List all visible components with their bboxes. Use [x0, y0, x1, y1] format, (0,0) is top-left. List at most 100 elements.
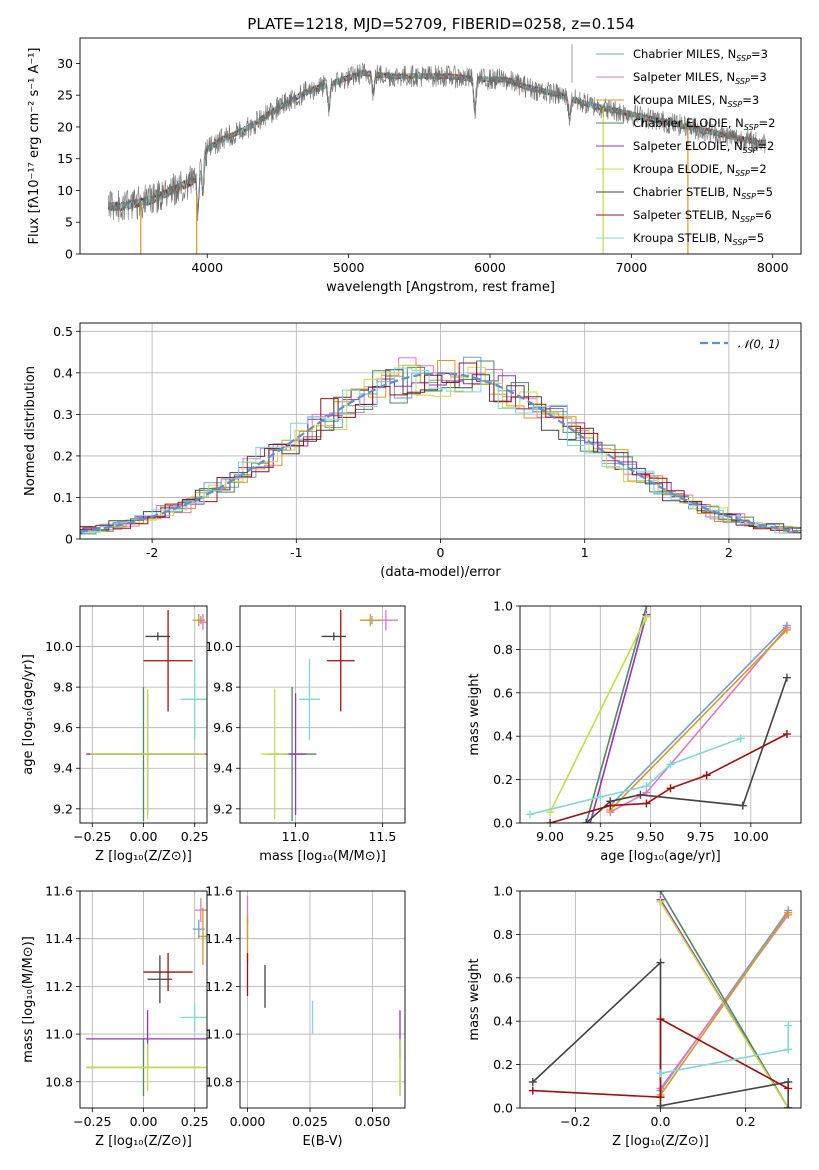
x-tick-label: 8000: [757, 260, 789, 275]
x-tick-label: 0.00: [130, 829, 158, 844]
legend-name: Kroupa STELIB, N: [633, 231, 733, 245]
weight-point-SS: [782, 730, 791, 739]
axes-frame: [519, 605, 802, 824]
y-tick-label: 10.8: [45, 1074, 73, 1089]
y-tick-label: 0.1: [53, 490, 73, 505]
weight-point-SS: [528, 1086, 537, 1095]
x-axis-label: (data-model)/error: [380, 565, 501, 580]
legend-name: Salpeter STELIB, N: [633, 208, 740, 222]
y-axis-label: Normed distribution: [23, 366, 38, 496]
x-tick-label: −0.2: [560, 1114, 590, 1129]
x-axis-label: Z [log₁₀(Z/Z⊙)]: [95, 849, 192, 864]
y-tick-label: 10: [57, 183, 73, 198]
x-tick-label: 0.25: [181, 1114, 209, 1129]
x-tick-label: 0.0: [651, 1114, 671, 1129]
y-tick-label: 1.0: [493, 884, 513, 899]
plot-area: [240, 606, 405, 823]
axes-frame: [79, 890, 208, 1109]
legend-name: Chabrier STELIB, N: [633, 185, 741, 199]
plot-area: [80, 606, 207, 823]
y-axis-label: age [log₁₀(age/yr)]: [21, 654, 36, 775]
legend-sub: SSP: [743, 146, 758, 155]
axes-frame: [519, 890, 802, 1109]
weight-point-CE: [642, 606, 651, 610]
y-tick-label: 0.2: [53, 448, 73, 463]
y-tick-label: 10.0: [205, 639, 233, 654]
y-tick-label: 0.4: [493, 1014, 513, 1029]
legend-tail: =3: [742, 93, 759, 107]
y-tick-label: 0.0: [493, 1101, 513, 1116]
weight-line-SS: [532, 1017, 789, 1099]
y-tick-label: 11.2: [205, 979, 233, 994]
legend-sub: SSP: [740, 215, 755, 224]
x-tick-label: 0.00: [130, 1114, 158, 1129]
y-tick-label: 0.4: [493, 729, 513, 744]
weight-point-CS: [656, 1101, 665, 1108]
legend-sub: SSP: [728, 100, 743, 109]
weight-point-SS: [666, 784, 675, 793]
weight-point-KS: [526, 810, 535, 819]
legend-label-CE: Chabrier ELODIE, NSSP=2: [633, 116, 775, 132]
x-tick-label: 6000: [474, 260, 506, 275]
legend-name: Chabrier MILES, N: [633, 47, 736, 61]
y-tick-label: 9.8: [53, 680, 73, 695]
x-tick-label: 4000: [191, 260, 223, 275]
weight-point-KS: [596, 792, 605, 801]
legend-tail: =2: [750, 162, 767, 176]
legend-label-SM: Salpeter MILES, NSSP=3: [633, 70, 767, 86]
x-axis-label: wavelength [Angstrom, rest frame]: [326, 280, 555, 295]
y-tick-label: 9.6: [53, 720, 73, 735]
weight-line-SS: [549, 733, 788, 823]
plot-area: [240, 891, 405, 1108]
legend-label-CM: Chabrier MILES, NSSP=3: [633, 47, 768, 63]
y-tick-label: 1.0: [493, 599, 513, 614]
weight-point-SS: [656, 1015, 665, 1024]
x-tick-label: 0.050: [355, 1114, 391, 1129]
legend-sub: SSP: [736, 54, 751, 63]
y-tick-label: 11.0: [205, 1027, 233, 1042]
y-tick-label: 11.4: [205, 931, 233, 946]
y-tick-label: 11.4: [45, 931, 73, 946]
y-tick-label: 11.2: [45, 979, 73, 994]
y-tick-label: 0.5: [53, 324, 73, 339]
plot-area: [520, 891, 801, 1108]
figure-title: PLATE=1218, MJD=52709, FIBERID=0258, z=0…: [247, 15, 634, 33]
x-tick-label: 10.00: [733, 829, 769, 844]
weight-line-KS: [660, 1025, 789, 1075]
x-axis-label: mass [log₁₀(M/M⊙)]: [259, 849, 386, 864]
axes-frame: [239, 605, 406, 824]
errorbar-KM: [192, 614, 205, 627]
y-tick-label: 11.6: [45, 884, 73, 899]
errorbar-CS: [321, 632, 346, 641]
weight-line-CM: [609, 624, 788, 807]
legend-sub: SSP: [744, 123, 759, 132]
y-tick-label: 0.4: [53, 365, 73, 380]
weight-point-CS: [656, 958, 665, 967]
weight-point-KM: [784, 908, 793, 917]
y-tick-label: 0: [65, 532, 73, 547]
weight-point-SS: [642, 799, 651, 808]
x-tick-label: 0.000: [230, 1114, 266, 1129]
weight-point-SS: [656, 1093, 665, 1102]
weight-point-KS: [784, 1021, 793, 1030]
weight-point-CS: [784, 1104, 793, 1108]
legend-sub: SSP: [733, 238, 748, 247]
panel-mass_age: 11.0 11.5 9.2 9.4 9.6 9.8 10.0 mass [log₁₀(M/M⊙…: [205, 605, 406, 864]
weight-point-SS: [784, 1084, 793, 1093]
panel-z_weight: −0.2 0.0 0.2 0.0 0.2 0.4 0.6 0.8 1.0 Z [log₁₀(Z/Z…: [467, 884, 802, 1149]
errorbar-KE: [86, 1043, 207, 1092]
y-tick-label: 9.4: [213, 761, 233, 776]
weight-point-CS: [528, 1077, 537, 1086]
legend-name: Salpeter MILES, N: [633, 70, 735, 84]
legend-name: Kroupa ELODIE, N: [633, 162, 735, 176]
legend-label-gaussian: 𝒩(0, 1): [738, 337, 780, 351]
errorbar-KM: [359, 614, 381, 627]
errorbar-KE: [260, 689, 289, 819]
plot-area: [80, 323, 801, 539]
weight-point-KS: [736, 734, 745, 743]
legend-sub: SSP: [735, 77, 750, 86]
x-axis-label: Z [log₁₀(Z/Z⊙)]: [612, 1134, 709, 1149]
y-tick-label: 9.2: [53, 801, 73, 816]
x-tick-label: 9.00: [536, 829, 564, 844]
gaussian-curve: [80, 372, 799, 533]
